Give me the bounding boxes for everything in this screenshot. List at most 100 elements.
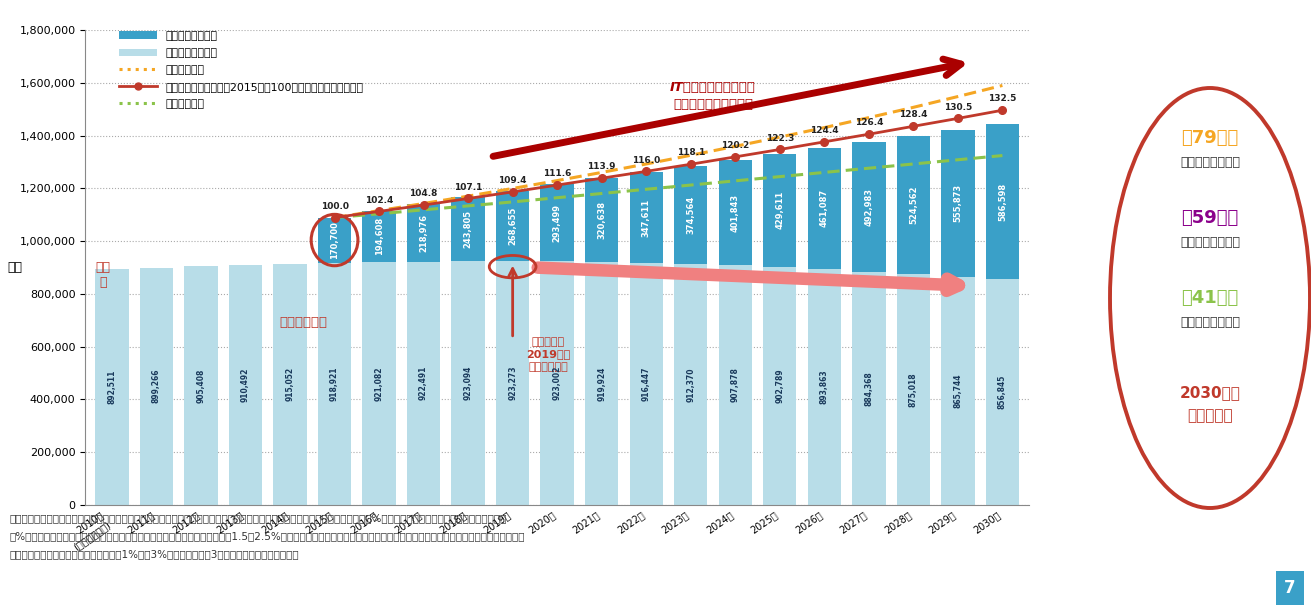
Text: 107.1: 107.1 xyxy=(454,182,482,192)
Bar xyxy=(718,159,753,266)
Bar xyxy=(140,268,173,505)
Text: 492,983: 492,983 xyxy=(864,188,873,226)
Bar xyxy=(185,266,218,505)
Text: 374,564: 374,564 xyxy=(686,196,695,234)
Text: 116.0: 116.0 xyxy=(632,156,661,165)
Text: 人材不足数: 人材不足数 xyxy=(1188,409,1232,424)
Text: ４%程度（アンケート結果に基づく将来見込み）、中位シナリオはその中間（1.5～2.5%程度）と仮定した。さらに、低位・中位・高位の各シナリオにつき、今後の労働生: ４%程度（アンケート結果に基づく将来見込み）、中位シナリオはその中間（1.5～2… xyxy=(10,531,526,541)
Bar xyxy=(986,279,1019,505)
Text: 124.4: 124.4 xyxy=(810,126,839,135)
Text: 約79万人: 約79万人 xyxy=(1181,129,1239,147)
Text: 915,052: 915,052 xyxy=(286,367,295,401)
Bar xyxy=(674,165,708,264)
Text: （低位シナリオ）: （低位シナリオ） xyxy=(1180,317,1240,330)
Bar xyxy=(229,264,262,505)
Bar xyxy=(317,218,351,263)
Text: 218,976: 218,976 xyxy=(420,213,429,252)
Text: 約59万人: 約59万人 xyxy=(1181,209,1239,227)
Legend: 人材不足数（人）, 供給人材数（人）, 高位シナリオ, 中位シナリオ（数値は2015年を100としたときの市場規模）, 低位シナリオ: 人材不足数（人）, 供給人材数（人）, 高位シナリオ, 中位シナリオ（数値は20… xyxy=(119,31,363,109)
Bar xyxy=(362,262,396,505)
Text: 922,491: 922,491 xyxy=(420,366,429,400)
Bar xyxy=(852,142,885,272)
Text: 120.2: 120.2 xyxy=(721,141,750,150)
Text: 293,499: 293,499 xyxy=(553,204,561,242)
Text: 130.5: 130.5 xyxy=(944,103,971,111)
Text: 320,638: 320,638 xyxy=(598,201,606,239)
Text: 923,273: 923,273 xyxy=(509,366,517,400)
Bar xyxy=(986,125,1019,279)
Bar xyxy=(629,171,663,263)
Text: 429,611: 429,611 xyxy=(775,191,784,229)
Bar xyxy=(496,190,530,261)
Text: ITニーズの拡大により
市場規模は今後も拡大: ITニーズの拡大により 市場規模は今後も拡大 xyxy=(670,81,756,111)
Bar xyxy=(763,267,797,505)
Bar xyxy=(496,261,530,505)
Bar xyxy=(96,269,128,505)
Bar xyxy=(897,274,929,505)
Text: 923,002: 923,002 xyxy=(553,366,561,400)
Text: 902,789: 902,789 xyxy=(775,368,784,403)
Text: 人材
数: 人材 数 xyxy=(96,261,110,289)
Text: 現在の不足数: 現在の不足数 xyxy=(279,316,328,330)
Bar xyxy=(540,184,574,261)
Text: 268,655: 268,655 xyxy=(509,207,517,245)
Bar xyxy=(406,261,440,505)
Text: 243,805: 243,805 xyxy=(464,210,473,249)
Text: 約41万人: 約41万人 xyxy=(1181,289,1239,307)
Text: 118.1: 118.1 xyxy=(676,148,705,157)
Text: 347,611: 347,611 xyxy=(641,198,650,237)
Bar xyxy=(540,261,574,505)
Text: 人材供給は
2019年を
ピークに減少: 人材供給は 2019年を ピークに減少 xyxy=(526,337,570,372)
Text: 2030年の: 2030年の xyxy=(1180,385,1240,401)
Text: 111.6: 111.6 xyxy=(543,169,572,178)
Text: 884,368: 884,368 xyxy=(864,371,873,406)
Text: 109.4: 109.4 xyxy=(498,176,527,185)
Bar xyxy=(451,261,485,505)
Text: 170,700: 170,700 xyxy=(330,221,340,259)
Text: 907,878: 907,878 xyxy=(730,368,739,402)
Text: 921,082: 921,082 xyxy=(375,366,384,401)
Text: 899,266: 899,266 xyxy=(152,369,161,404)
Text: 524,562: 524,562 xyxy=(909,186,918,224)
Text: 912,370: 912,370 xyxy=(686,367,695,402)
Text: 916,447: 916,447 xyxy=(641,367,650,401)
Bar xyxy=(718,266,753,505)
Text: 856,845: 856,845 xyxy=(998,375,1007,409)
Text: 113.9: 113.9 xyxy=(587,162,616,171)
Bar xyxy=(941,130,974,277)
Text: 7: 7 xyxy=(1285,579,1295,597)
Text: 893,863: 893,863 xyxy=(819,370,829,404)
Bar xyxy=(273,263,307,505)
Bar xyxy=(406,204,440,261)
Text: 132.5: 132.5 xyxy=(988,94,1016,103)
Text: 875,018: 875,018 xyxy=(909,372,918,407)
Bar xyxy=(585,262,619,505)
Text: 910,492: 910,492 xyxy=(241,367,250,402)
Bar xyxy=(451,197,485,261)
Text: 905,408: 905,408 xyxy=(197,368,206,402)
Bar xyxy=(317,263,351,505)
Text: 100.0: 100.0 xyxy=(321,202,349,211)
Bar xyxy=(897,136,929,274)
Text: 104.8: 104.8 xyxy=(409,189,438,198)
Bar xyxy=(585,178,619,262)
Text: 128.4: 128.4 xyxy=(899,111,928,119)
Bar xyxy=(852,272,885,505)
Text: 555,873: 555,873 xyxy=(953,184,962,223)
Text: に変化がない場合と、労働生産性が毎年1%及び3%向上する場合の3種類の推計結果を算出した。: に変化がない場合と、労働生産性が毎年1%及び3%向上する場合の3種類の推計結果を… xyxy=(10,549,300,559)
Text: 461,087: 461,087 xyxy=(819,189,829,227)
Text: 126.4: 126.4 xyxy=(855,119,884,127)
Text: 923,094: 923,094 xyxy=(464,366,473,400)
Text: 401,843: 401,843 xyxy=(730,193,739,232)
Bar xyxy=(941,277,974,505)
Text: 892,511: 892,511 xyxy=(108,370,117,404)
Text: 586,598: 586,598 xyxy=(998,182,1007,221)
Text: 919,924: 919,924 xyxy=(598,366,606,401)
Text: 人数: 人数 xyxy=(7,261,22,274)
Text: （中位シナリオ）: （中位シナリオ） xyxy=(1180,237,1240,249)
Bar xyxy=(808,148,842,269)
Text: 865,744: 865,744 xyxy=(953,373,962,408)
Bar xyxy=(763,154,797,267)
Text: 122.3: 122.3 xyxy=(766,134,794,143)
Bar xyxy=(674,264,708,505)
